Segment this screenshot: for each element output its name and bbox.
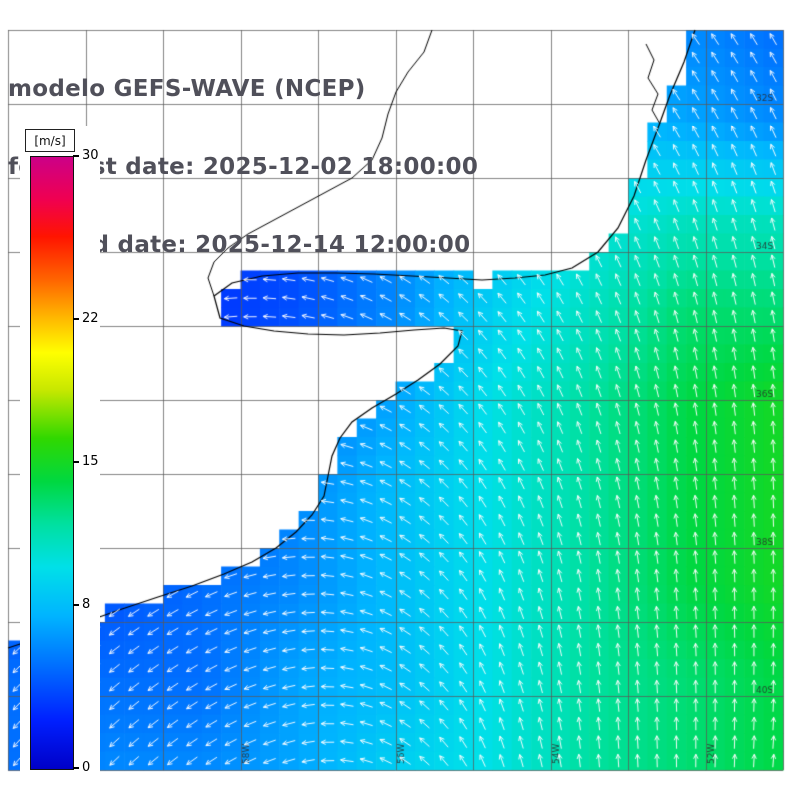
colorbar-tick-label: 0 — [82, 760, 91, 775]
colorbar-tick-mark — [73, 603, 79, 606]
colorbar-tick-label: 15 — [82, 454, 99, 469]
colorbar-tick-mark — [73, 767, 79, 769]
colorbar-gradient — [30, 156, 74, 770]
colorbar-units-label: [m/s] — [25, 129, 75, 152]
colorbar-tick-mark — [73, 318, 79, 321]
colorbar-tick-mark — [73, 461, 79, 463]
colorbar-tick-mark — [73, 155, 79, 157]
colorbar-tick-label: 30 — [82, 148, 99, 163]
colorbar-tick-label: 22 — [82, 311, 99, 327]
colorbar-panel: [m/s] 30 22 15 8 0 — [20, 126, 100, 782]
model-title: modelo GEFS-WAVE (NCEP) — [8, 76, 366, 102]
colorbar-tick-label: 8 — [82, 596, 91, 612]
